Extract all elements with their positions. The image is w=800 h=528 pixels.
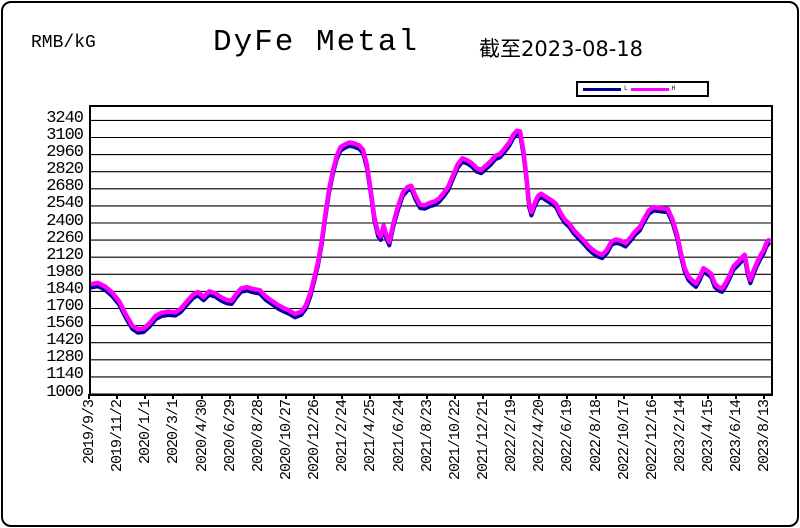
x-tick-label: 2021/2/24 <box>334 400 352 473</box>
x-tick-label: 2021/10/22 <box>446 400 464 481</box>
x-tickmark <box>228 394 231 399</box>
y-tick-label: 3100 <box>46 126 84 145</box>
y-tick-label: 2680 <box>46 177 84 197</box>
x-tickmark <box>144 394 147 399</box>
x-tickmark <box>707 394 709 399</box>
x-tickmark <box>341 394 344 399</box>
x-tick-label: 2021/6/24 <box>390 400 408 473</box>
legend-line-low-icon <box>583 87 621 91</box>
x-tick-label: 2019/11/2 <box>109 400 127 473</box>
asof-date-label: 截至2023-08-18 <box>479 37 644 61</box>
x-tickmark <box>256 394 259 399</box>
x-tick-label: 2020/10/27 <box>278 400 295 481</box>
gridlines <box>91 119 771 394</box>
x-tick-label: 2023/2/14 <box>671 400 689 473</box>
x-tick-label: 2022/8/18 <box>587 400 605 473</box>
x-tickmark <box>538 394 541 399</box>
x-tickmark <box>510 394 513 399</box>
x-tick-label: 2020/3/1 <box>165 400 183 465</box>
x-tickmark <box>481 394 484 399</box>
plot-area <box>89 105 773 396</box>
x-tick-label: 2020/4/30 <box>193 400 211 473</box>
y-tick-label: 1280 <box>46 348 84 368</box>
x-tick-label: 2022/6/19 <box>559 400 577 473</box>
x-tickmark <box>678 394 681 399</box>
y-tick-label: 2540 <box>46 194 84 214</box>
x-tickmark <box>369 394 372 399</box>
y-axis-labels: 3240 3100 2960 2820 2680 2540 2400 2260 2120 1980… <box>23 105 85 401</box>
x-tickmark <box>594 394 597 399</box>
x-tick-label: 2021/8/23 <box>418 400 436 473</box>
x-tick-label: 2020/6/29 <box>221 400 239 473</box>
y-tick-label: 2820 <box>46 160 84 180</box>
legend: L H <box>576 81 709 97</box>
x-tickmark <box>200 394 203 399</box>
x-tickmark <box>397 394 400 399</box>
x-tickmark <box>285 394 287 399</box>
y-tick-label: 1000 <box>46 382 84 402</box>
series-L-line <box>91 132 771 335</box>
x-tickmark <box>566 394 569 399</box>
x-tick-label: 2021/4/25 <box>362 400 380 473</box>
y-tick-label: 1980 <box>46 262 84 282</box>
y-tick-label: 1140 <box>46 365 84 385</box>
x-tick-label: 2023/6/14 <box>728 400 746 473</box>
x-tickmark <box>735 394 738 399</box>
y-tick-label: 2400 <box>46 211 84 231</box>
x-tickmark <box>650 394 653 399</box>
y-tick-label: 1420 <box>46 331 84 351</box>
x-tickmark <box>453 394 456 399</box>
x-tick-label: 2023/4/15 <box>700 400 717 473</box>
x-tickmark <box>425 394 428 399</box>
y-unit-label: RMB/kG <box>31 33 96 53</box>
x-tick-label: 2020/12/26 <box>306 400 324 481</box>
x-tickmark <box>313 394 316 399</box>
chart-canvas <box>91 119 771 394</box>
x-tick-label: 2020/8/28 <box>249 400 267 473</box>
x-tickmark <box>172 394 175 399</box>
y-tick-label: 1840 <box>46 279 84 299</box>
y-tick-label: 1560 <box>46 314 84 334</box>
x-tick-label: 2022/4/20 <box>531 400 549 473</box>
y-tick-label: 2120 <box>46 245 84 265</box>
series-H-line <box>91 128 771 332</box>
legend-label-high: H <box>671 85 676 92</box>
x-tick-label: 2022/10/17 <box>615 400 633 481</box>
x-tick-label: 2021/12/21 <box>474 400 492 481</box>
x-tick-label: 2019/9/3 <box>81 400 98 465</box>
x-tickmark <box>763 394 766 399</box>
y-tick-label: 3240 <box>46 108 84 128</box>
y-tick-label: 2960 <box>46 143 84 163</box>
x-tickmark <box>622 394 625 399</box>
x-tick-label: 2022/12/16 <box>643 400 661 481</box>
x-tick-label: 2020/1/1 <box>137 400 155 465</box>
legend-line-high-icon <box>630 87 669 91</box>
legend-label-low: L <box>624 85 628 92</box>
x-tickmark <box>88 394 90 399</box>
y-tick-label: 2260 <box>46 228 84 248</box>
chart-title: DyFe Metal <box>213 25 420 60</box>
x-tick-label: 2023/8/13 <box>756 400 774 473</box>
y-tick-label: 1700 <box>46 297 84 316</box>
x-tick-label: 2022/2/19 <box>503 400 521 473</box>
x-tickmark <box>116 394 119 399</box>
